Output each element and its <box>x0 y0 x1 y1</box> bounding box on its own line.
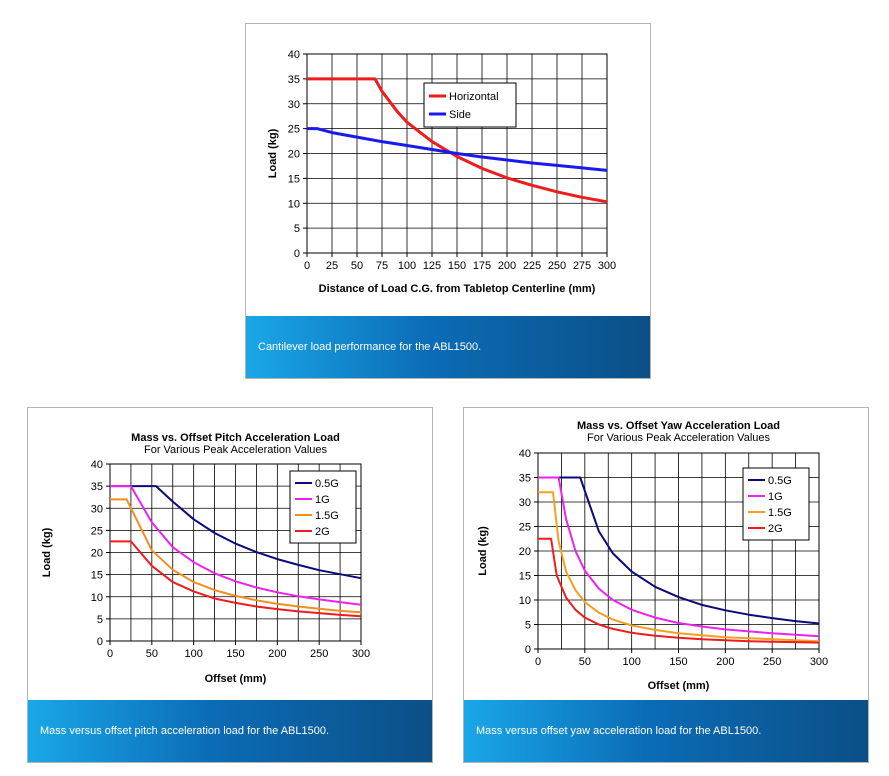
x-tick-label: 100 <box>398 260 416 272</box>
y-tick-label: 10 <box>91 592 103 604</box>
cantilever-caption: Cantilever load performance for the ABL1… <box>246 316 650 378</box>
chart-subtitle: For Various Peak Acceleration Values <box>144 444 328 456</box>
y-tick-label: 40 <box>91 459 103 471</box>
legend-label: 0.5G <box>315 478 339 490</box>
y-tick-label: 15 <box>288 173 300 185</box>
chart-subtitle: For Various Peak Acceleration Values <box>587 432 771 444</box>
y-tick-label: 25 <box>519 522 531 534</box>
series-line-0-5g <box>538 476 820 625</box>
y-tick-label: 35 <box>288 74 300 86</box>
x-tick-label: 125 <box>423 260 441 272</box>
series-line-side <box>307 127 608 172</box>
chart-title: Mass vs. Offset Yaw Acceleration Load <box>577 420 780 432</box>
x-tick-label: 0 <box>304 260 310 272</box>
x-tick-label: 0 <box>107 648 113 660</box>
x-axis-label: Distance of Load C.G. from Tabletop Cent… <box>319 283 596 295</box>
y-tick-label: 25 <box>288 124 300 136</box>
y-tick-label: 30 <box>288 99 300 111</box>
x-tick-label: 275 <box>573 260 591 272</box>
x-tick-label: 150 <box>448 260 466 272</box>
series-line-1g <box>538 476 820 638</box>
x-tick-label: 25 <box>326 260 338 272</box>
y-tick-label: 0 <box>97 636 103 648</box>
y-tick-label: 35 <box>91 481 103 493</box>
y-tick-label: 30 <box>519 497 531 509</box>
x-tick-label: 225 <box>523 260 541 272</box>
pitch-card: Mass vs. Offset Pitch Acceleration Load F… <box>27 407 433 763</box>
x-axis-label: Offset (mm) <box>648 680 710 692</box>
x-tick-label: 0 <box>535 656 541 668</box>
x-tick-label: 250 <box>548 260 566 272</box>
legend-label: 0.5G <box>768 475 792 487</box>
legend-label: 1.5G <box>768 507 792 519</box>
y-tick-label: 5 <box>294 223 300 235</box>
chart-title: Mass vs. Offset Pitch Acceleration Load <box>131 432 340 444</box>
legend-label: 2G <box>768 523 783 535</box>
x-tick-label: 50 <box>146 648 158 660</box>
legend-label: 1.5G <box>315 510 339 522</box>
x-tick-label: 200 <box>268 648 286 660</box>
legend-label: 2G <box>315 526 330 538</box>
x-tick-label: 175 <box>473 260 491 272</box>
series-line-2g <box>538 537 820 644</box>
x-tick-label: 200 <box>498 260 516 272</box>
y-tick-label: 40 <box>288 49 300 61</box>
cantilever-chart: 0 25 50 75 100 125 150 175 200 225 250 275 300 0 5 10 15… <box>267 49 616 295</box>
yaw-card: Mass vs. Offset Yaw Acceleration Load For… <box>463 407 869 763</box>
y-tick-label: 15 <box>519 571 531 583</box>
x-tick-label: 150 <box>226 648 244 660</box>
y-tick-label: 25 <box>91 525 103 537</box>
y-axis-label: Load (kg) <box>41 527 53 577</box>
legend-label: 1G <box>768 491 783 503</box>
x-tick-label: 50 <box>579 656 591 668</box>
y-tick-label: 40 <box>519 448 531 460</box>
series-line-1g <box>110 485 362 606</box>
legend-box <box>423 82 517 128</box>
y-tick-label: 20 <box>519 546 531 558</box>
y-tick-label: 10 <box>288 198 300 210</box>
series-line-2g <box>110 540 362 618</box>
y-tick-label: 15 <box>91 570 103 582</box>
y-axis-label: Load (kg) <box>477 526 489 576</box>
x-tick-label: 50 <box>351 260 363 272</box>
x-tick-label: 150 <box>669 656 687 668</box>
x-tick-label: 100 <box>622 656 640 668</box>
y-tick-label: 20 <box>288 149 300 161</box>
legend-label: 1G <box>315 494 330 506</box>
y-tick-label: 0 <box>294 248 300 260</box>
x-tick-label: 250 <box>310 648 328 660</box>
yaw-chart: Mass vs. Offset Yaw Acceleration LoadFor… <box>477 420 828 692</box>
pitch-chart: Mass vs. Offset Pitch Acceleration LoadF… <box>41 432 370 685</box>
y-tick-label: 5 <box>525 620 531 632</box>
legend-label: Horizontal <box>449 91 499 103</box>
x-tick-label: 300 <box>810 656 828 668</box>
y-tick-label: 20 <box>91 548 103 560</box>
x-tick-label: 300 <box>598 260 616 272</box>
legend-label: Side <box>449 109 471 121</box>
x-tick-label: 300 <box>352 648 370 660</box>
y-tick-label: 35 <box>519 473 531 485</box>
y-tick-label: 10 <box>519 595 531 607</box>
series-line-0-5g <box>110 485 362 580</box>
y-axis-label: Load (kg) <box>267 128 279 178</box>
pitch-caption: Mass versus offset pitch acceleration lo… <box>28 700 432 762</box>
x-tick-label: 200 <box>716 656 734 668</box>
cantilever-card: 0 25 50 75 100 125 150 175 200 225 250 275 300 0 5 10 15… <box>245 23 651 379</box>
series-line-1-5g <box>110 498 362 614</box>
y-tick-label: 0 <box>525 644 531 656</box>
yaw-caption: Mass versus offset yaw acceleration load… <box>464 700 868 762</box>
x-axis-label: Offset (mm) <box>205 673 267 685</box>
y-tick-label: 5 <box>97 614 103 626</box>
x-tick-label: 100 <box>184 648 202 660</box>
x-tick-label: 250 <box>763 656 781 668</box>
y-tick-label: 30 <box>91 503 103 515</box>
x-tick-label: 75 <box>376 260 388 272</box>
series-line-horizontal <box>307 77 608 204</box>
series-line-1-5g <box>538 491 820 643</box>
